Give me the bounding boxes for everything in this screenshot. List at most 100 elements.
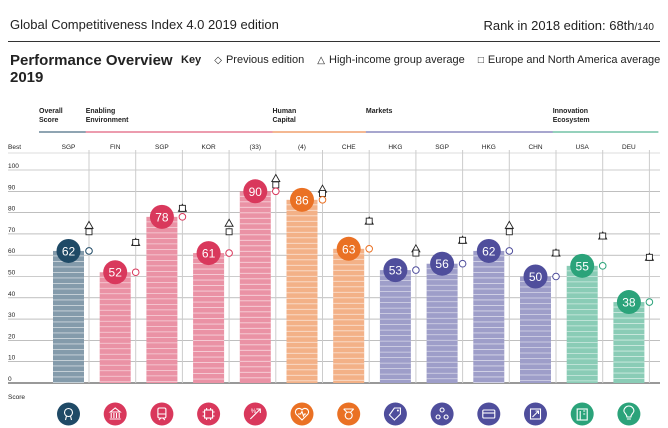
europe-na-average-marker bbox=[505, 228, 513, 236]
category-label: (4) bbox=[298, 144, 306, 151]
tag-shape bbox=[388, 407, 401, 421]
europe-na-average-marker bbox=[365, 217, 373, 225]
pillar-column: SGP 78 bbox=[146, 144, 188, 426]
score-bubble bbox=[196, 241, 221, 266]
pillar-column: HKG 53 bbox=[379, 144, 421, 426]
bulb-shape bbox=[623, 405, 635, 420]
category-label: DEU bbox=[622, 144, 636, 151]
previous-edition-marker bbox=[458, 259, 467, 268]
score-bubble bbox=[523, 264, 548, 289]
y-tick-70: 70 bbox=[8, 227, 16, 234]
icon-badge bbox=[383, 402, 407, 426]
expand-frame bbox=[529, 408, 542, 420]
medal-icon bbox=[57, 402, 80, 426]
performance-overview-title: Performance Overview 2019 bbox=[10, 52, 173, 86]
pillar-group-header: Markets bbox=[365, 108, 565, 133]
score-value-label: 63 bbox=[342, 242, 356, 256]
high-income-average-marker bbox=[504, 220, 515, 229]
score-label: Score bbox=[8, 394, 25, 401]
arrow-shape bbox=[249, 408, 261, 420]
medal-ring bbox=[63, 407, 74, 418]
score-bubble bbox=[290, 187, 314, 212]
group-label-line: Markets bbox=[366, 108, 393, 115]
diamond-icon: ◇ bbox=[214, 55, 222, 66]
icon-badge bbox=[103, 402, 127, 426]
person-left bbox=[435, 414, 441, 420]
group-label-line: Overall bbox=[39, 108, 63, 115]
score-bubble bbox=[383, 258, 408, 283]
card-body bbox=[482, 409, 496, 419]
previous-edition-marker bbox=[178, 213, 187, 221]
institutions-icon bbox=[103, 402, 127, 426]
health-icon bbox=[290, 402, 314, 426]
icon-badge bbox=[477, 402, 501, 426]
europe-na-average-marker bbox=[225, 228, 233, 236]
pillar-group-header: Human Capital bbox=[272, 108, 379, 133]
score-value-label: 61 bbox=[202, 247, 216, 261]
icon-badge bbox=[430, 402, 454, 426]
pillar-column: KOR 61 bbox=[193, 144, 234, 426]
skills-cap bbox=[343, 408, 355, 413]
score-value-label: 53 bbox=[389, 264, 403, 278]
category-label: HKG bbox=[388, 144, 402, 151]
pillar-column: DEU 38 bbox=[613, 144, 655, 426]
chip-pins bbox=[202, 408, 215, 420]
group-label-line: Enabling bbox=[86, 108, 116, 115]
icon-badge bbox=[617, 402, 641, 426]
y-tick-10: 10 bbox=[8, 355, 16, 362]
score-bar bbox=[286, 199, 318, 383]
score-bubble bbox=[570, 253, 595, 278]
score-bar bbox=[333, 248, 365, 383]
group-label-line: Human bbox=[273, 108, 297, 115]
category-label: SGP bbox=[62, 144, 76, 151]
previous-edition-marker bbox=[412, 266, 420, 274]
score-bar bbox=[239, 191, 271, 383]
category-label: FIN bbox=[110, 144, 121, 151]
legend-key: Key ◇ Previous edition △ High-income group… bbox=[181, 54, 668, 66]
score-value-label: 52 bbox=[109, 266, 123, 280]
train-detail bbox=[157, 413, 166, 421]
medal-ribbon bbox=[64, 415, 73, 421]
europe-na-average-marker bbox=[599, 232, 607, 240]
score-bar bbox=[53, 250, 84, 383]
pillar-column: USA 55 bbox=[566, 144, 608, 426]
skills-icon bbox=[337, 402, 361, 426]
score-bubble bbox=[149, 204, 174, 229]
y-tick-100: 100 bbox=[8, 163, 19, 170]
y-tick-20: 20 bbox=[8, 333, 16, 340]
category-label: (33) bbox=[250, 144, 262, 151]
score-value-label: 86 bbox=[295, 193, 309, 207]
skills-head bbox=[344, 411, 353, 420]
previous-edition-marker bbox=[645, 298, 654, 306]
group-label-line: Score bbox=[39, 117, 59, 124]
europe-na-average-marker bbox=[552, 249, 560, 257]
score-bar bbox=[566, 265, 598, 383]
previous-edition-marker bbox=[225, 249, 233, 257]
y-tick-30: 30 bbox=[8, 312, 16, 319]
europe-na-average-marker bbox=[645, 253, 653, 261]
icon-badge bbox=[337, 402, 361, 426]
key-previous-edition: ◇ Previous edition bbox=[214, 54, 305, 66]
pillar-column: FIN 52 bbox=[99, 144, 141, 426]
pillar-column: SGP 56 bbox=[426, 144, 468, 426]
europe-na-average-marker bbox=[132, 238, 140, 246]
category-label: HKG bbox=[482, 144, 496, 151]
header-divider bbox=[8, 41, 660, 42]
score-value-label: 62 bbox=[62, 244, 76, 258]
building-detail bbox=[579, 410, 586, 420]
financial-system-icon bbox=[477, 402, 501, 426]
train-body bbox=[157, 407, 167, 419]
y-tick-50: 50 bbox=[8, 270, 16, 277]
europe-na-average-marker bbox=[178, 204, 186, 212]
key-label: Key bbox=[181, 54, 202, 66]
score-bar bbox=[379, 270, 411, 383]
icon-badge bbox=[570, 402, 594, 426]
heart-shape bbox=[294, 407, 310, 421]
europe-na-average-marker bbox=[412, 249, 420, 257]
rank-2018: Rank in 2018 edition: 68th/140 bbox=[483, 18, 654, 33]
icon-badge bbox=[290, 402, 314, 426]
category-label: CHE bbox=[342, 144, 356, 151]
europe-na-average-marker bbox=[85, 228, 93, 236]
previous-edition-marker bbox=[598, 262, 607, 270]
